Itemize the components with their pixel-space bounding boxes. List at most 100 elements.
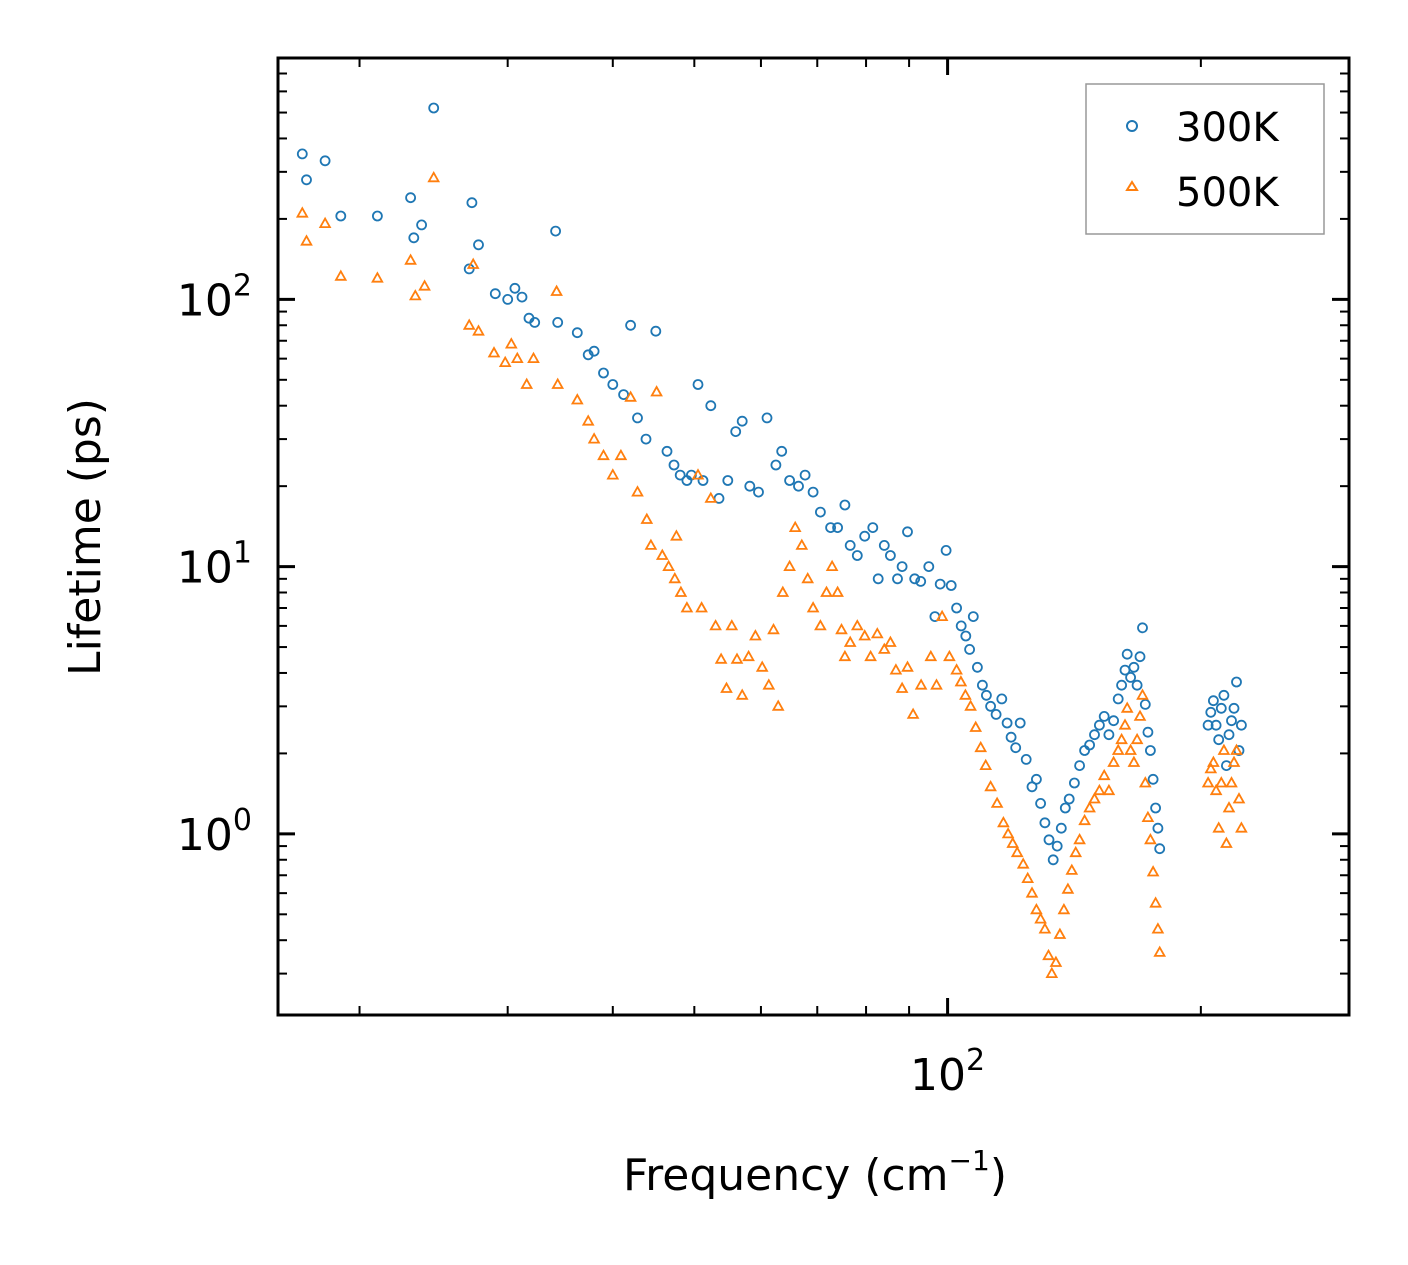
data-point-500k bbox=[704, 491, 718, 503]
data-point-500k bbox=[695, 601, 708, 613]
data-point-500k bbox=[1053, 927, 1067, 939]
data-point-300k bbox=[807, 486, 819, 498]
data-point-300k bbox=[784, 475, 795, 486]
data-point-500k bbox=[1093, 783, 1106, 796]
data-point-500k bbox=[487, 346, 501, 358]
data-point-500k bbox=[795, 538, 809, 550]
data-point-500k bbox=[1049, 955, 1063, 967]
data-point-300k bbox=[668, 459, 680, 471]
data-point-300k bbox=[1226, 715, 1237, 727]
data-point-500k bbox=[825, 559, 839, 571]
data-point-500k bbox=[850, 619, 864, 631]
data-point-300k bbox=[428, 102, 440, 114]
data-point-500k bbox=[650, 385, 663, 397]
data-point-300k bbox=[1202, 719, 1214, 731]
data-point-300k bbox=[1218, 689, 1230, 701]
data-point-300k bbox=[1147, 773, 1159, 785]
data-point-500k bbox=[551, 377, 565, 389]
data-point-300k bbox=[697, 475, 709, 486]
data-point-500k bbox=[597, 448, 610, 461]
data-point-300k bbox=[832, 522, 843, 533]
data-point-300k bbox=[934, 578, 946, 590]
data-point-300k bbox=[296, 148, 308, 160]
data-point-300k bbox=[770, 459, 782, 471]
data-point-500k bbox=[1088, 792, 1101, 804]
legend-label-500k: 500K bbox=[1176, 170, 1280, 216]
data-point-300k bbox=[844, 540, 856, 551]
data-point-300k bbox=[1228, 702, 1240, 714]
data-point-500k bbox=[814, 619, 827, 631]
data-point-300k bbox=[736, 415, 748, 427]
data-point-500k bbox=[709, 619, 722, 631]
data-point-500k bbox=[581, 414, 595, 426]
data-point-500k bbox=[776, 585, 790, 597]
data-point-500k bbox=[843, 635, 857, 647]
data-point-500k bbox=[725, 619, 739, 631]
data-point-500k bbox=[691, 468, 705, 480]
data-point-500k bbox=[1069, 845, 1083, 858]
data-point-300k bbox=[618, 389, 629, 401]
data-point-500k bbox=[1107, 755, 1120, 767]
data-point-300k bbox=[473, 239, 484, 251]
data-point-500k bbox=[914, 678, 928, 690]
data-point-300k bbox=[1098, 711, 1110, 722]
data-point-300k bbox=[1031, 773, 1042, 785]
data-point-500k bbox=[801, 571, 815, 584]
data-point-300k bbox=[588, 345, 600, 357]
data-point-500k bbox=[742, 649, 755, 662]
data-point-300k bbox=[945, 580, 957, 591]
data-point-300k bbox=[1150, 802, 1161, 814]
data-point-300k bbox=[335, 210, 347, 222]
data-point-500k bbox=[371, 271, 384, 283]
data-point-500k bbox=[997, 815, 1010, 828]
data-point-300k bbox=[1121, 648, 1133, 660]
y-axis-title: Lifetime (ps) bbox=[60, 398, 111, 676]
data-point-500k bbox=[510, 351, 524, 364]
data-point-300k bbox=[859, 530, 871, 542]
data-point-500k bbox=[969, 720, 983, 732]
data-point-500k bbox=[1214, 776, 1228, 788]
data-point-500k bbox=[624, 390, 637, 402]
data-point-500k bbox=[1111, 743, 1125, 755]
data-point-500k bbox=[1034, 912, 1047, 924]
data-point-300k bbox=[408, 232, 420, 244]
data-point-300k bbox=[839, 499, 851, 511]
data-point-500k bbox=[1006, 836, 1020, 848]
data-point-300k bbox=[650, 325, 662, 337]
data-point-300k bbox=[1074, 760, 1085, 771]
data-point-500k bbox=[1151, 922, 1165, 934]
data-point-500k bbox=[1136, 688, 1149, 700]
data-point-500k bbox=[954, 675, 968, 687]
data-point-500k bbox=[1001, 827, 1015, 839]
data-point-500k bbox=[472, 324, 485, 336]
data-point-500k bbox=[1127, 755, 1141, 767]
data-point-300k bbox=[902, 526, 913, 538]
data-point-500k bbox=[755, 660, 769, 672]
data-point-300k bbox=[776, 445, 788, 457]
data-point-500k bbox=[884, 635, 897, 647]
data-point-500k bbox=[631, 485, 644, 497]
data-point-300k bbox=[1063, 793, 1075, 805]
data-point-500k bbox=[295, 206, 309, 218]
data-point-300k bbox=[915, 576, 927, 587]
data-point-500k bbox=[877, 642, 891, 654]
data-point-300k bbox=[872, 573, 884, 585]
data-point-300k bbox=[799, 469, 811, 481]
data-point-300k bbox=[1154, 843, 1166, 855]
data-point-500k bbox=[1207, 755, 1220, 767]
data-point-500k bbox=[1153, 945, 1167, 957]
data-point-300k bbox=[1142, 726, 1154, 738]
x-axis-title: Frequency (cm−1) bbox=[623, 1144, 1007, 1201]
data-point-300k bbox=[923, 561, 935, 572]
data-point-500k bbox=[935, 609, 949, 621]
data-point-500k bbox=[1102, 783, 1116, 796]
data-point-300k bbox=[661, 445, 673, 457]
data-point-500k bbox=[1138, 776, 1152, 788]
data-point-300k bbox=[502, 293, 514, 305]
data-point-300k bbox=[466, 197, 478, 209]
data-point-500k bbox=[806, 601, 820, 613]
data-point-500k bbox=[762, 678, 776, 690]
data-point-500k bbox=[1061, 882, 1075, 894]
data-point-500k bbox=[943, 649, 956, 662]
